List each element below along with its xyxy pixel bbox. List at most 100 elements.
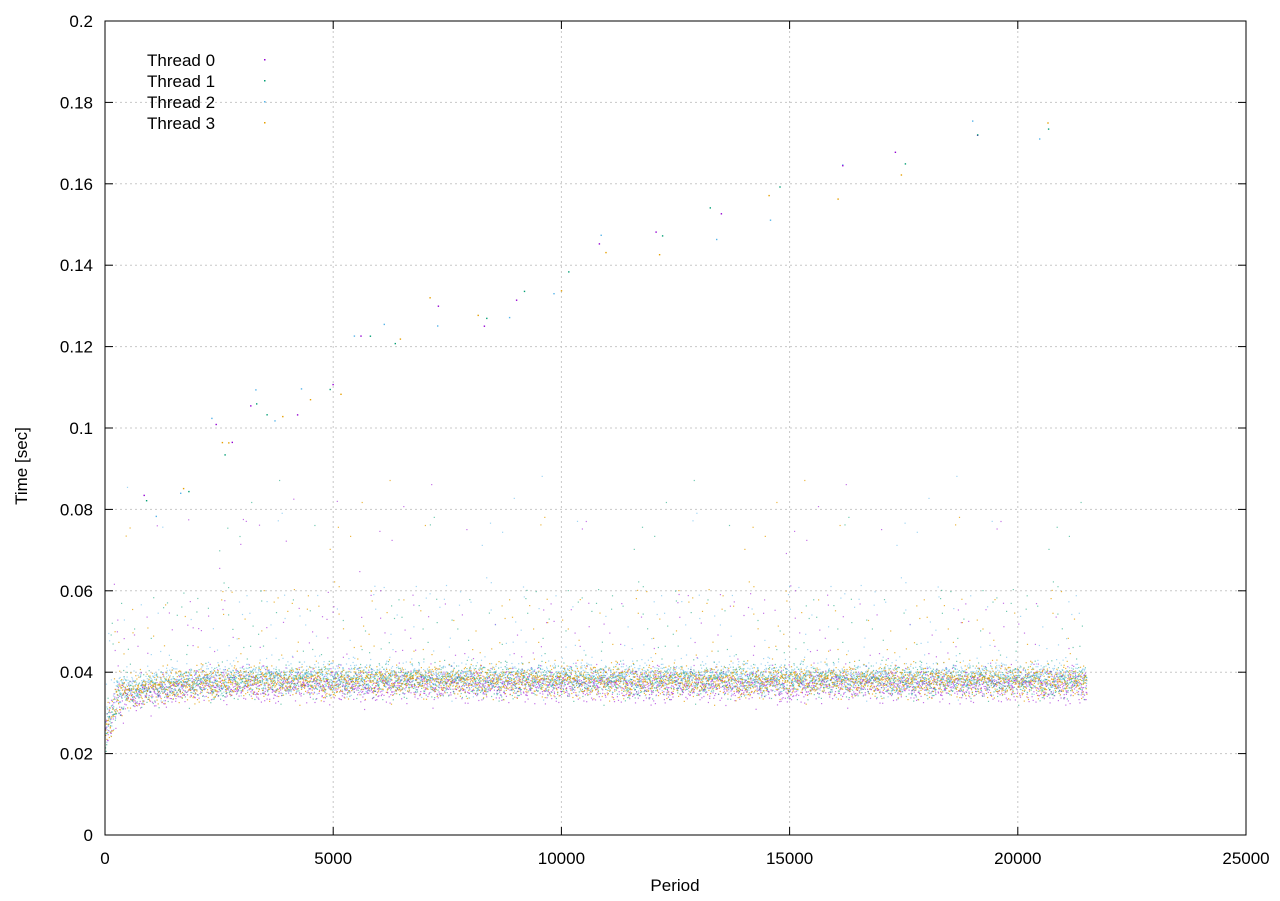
data-point xyxy=(692,680,693,681)
data-point xyxy=(290,689,291,690)
data-point xyxy=(568,590,569,591)
data-point xyxy=(210,671,211,672)
data-point xyxy=(333,687,334,688)
data-point xyxy=(839,693,840,694)
data-point xyxy=(476,665,477,666)
data-point xyxy=(501,696,502,697)
data-point xyxy=(134,634,135,635)
data-point xyxy=(579,691,580,692)
data-point xyxy=(537,674,538,675)
data-point xyxy=(182,695,183,696)
data-point xyxy=(325,668,326,669)
data-point xyxy=(433,688,434,689)
data-point xyxy=(151,638,152,639)
data-point xyxy=(779,692,780,693)
data-point xyxy=(195,680,196,681)
data-point xyxy=(1068,648,1069,649)
data-point xyxy=(585,683,586,684)
data-point xyxy=(548,691,549,692)
data-point xyxy=(838,685,839,686)
data-point xyxy=(490,690,491,691)
data-point xyxy=(231,691,232,692)
data-point xyxy=(974,684,975,685)
data-point xyxy=(716,673,717,674)
data-point xyxy=(803,696,804,697)
data-point xyxy=(803,681,804,682)
data-point xyxy=(704,670,705,671)
data-point xyxy=(910,697,911,698)
data-point xyxy=(406,698,407,699)
data-point xyxy=(586,521,587,522)
data-point xyxy=(542,685,543,686)
data-point xyxy=(387,692,388,693)
data-point xyxy=(183,693,184,694)
data-point xyxy=(243,519,244,520)
data-point xyxy=(344,689,345,690)
data-point xyxy=(375,687,376,688)
data-point xyxy=(532,693,533,694)
data-point xyxy=(671,699,672,700)
data-point xyxy=(596,603,597,604)
data-point xyxy=(506,696,507,697)
data-point xyxy=(338,664,339,665)
data-point xyxy=(146,687,147,688)
data-point xyxy=(526,674,527,675)
data-point xyxy=(140,701,141,702)
data-point xyxy=(424,693,425,694)
data-point xyxy=(598,589,599,590)
data-point xyxy=(289,682,290,683)
data-point xyxy=(750,593,751,594)
data-point xyxy=(737,659,738,660)
data-point xyxy=(533,652,534,653)
data-point xyxy=(432,708,433,709)
data-point xyxy=(382,699,383,700)
data-point xyxy=(735,695,736,696)
data-point xyxy=(655,690,656,691)
data-point xyxy=(976,691,977,692)
data-point xyxy=(593,673,594,674)
data-point xyxy=(226,704,227,705)
data-point xyxy=(187,692,188,693)
data-point xyxy=(260,693,261,694)
data-point xyxy=(818,506,819,507)
data-point xyxy=(412,686,413,687)
data-point xyxy=(163,686,164,687)
data-point xyxy=(1042,684,1043,685)
data-point xyxy=(1026,684,1027,685)
data-point xyxy=(411,681,412,682)
data-point xyxy=(375,700,376,701)
data-point xyxy=(743,692,744,693)
data-point xyxy=(256,696,257,697)
data-point xyxy=(498,668,499,669)
data-point xyxy=(302,676,303,677)
data-point xyxy=(917,681,918,682)
data-point xyxy=(574,687,575,688)
data-point xyxy=(315,699,316,700)
data-point xyxy=(173,676,174,677)
data-point xyxy=(137,693,138,694)
data-point xyxy=(620,661,621,662)
data-point xyxy=(321,654,322,655)
data-point xyxy=(685,697,686,698)
data-point xyxy=(403,506,404,507)
data-point xyxy=(957,693,958,694)
data-point xyxy=(430,663,431,664)
data-point xyxy=(464,653,465,654)
data-point xyxy=(287,683,288,684)
data-point xyxy=(982,684,983,685)
data-point xyxy=(770,683,771,684)
data-point xyxy=(578,686,579,687)
data-point xyxy=(438,697,439,698)
data-point xyxy=(277,696,278,697)
data-point xyxy=(177,615,178,616)
data-point xyxy=(960,703,961,704)
data-point xyxy=(258,699,259,700)
data-point xyxy=(441,678,442,679)
data-point xyxy=(149,695,150,696)
data-point xyxy=(120,680,121,681)
data-point xyxy=(435,688,436,689)
data-point xyxy=(1036,693,1037,694)
data-point xyxy=(405,630,406,631)
data-point xyxy=(234,689,235,690)
data-point xyxy=(547,694,548,695)
